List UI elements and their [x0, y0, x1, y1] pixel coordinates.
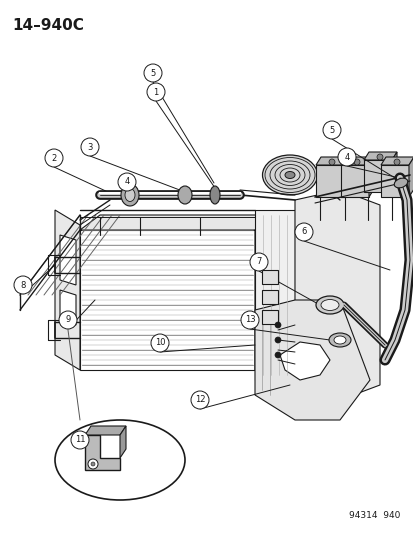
Ellipse shape [125, 189, 135, 201]
Ellipse shape [209, 186, 219, 204]
Polygon shape [80, 215, 274, 230]
Polygon shape [380, 157, 413, 165]
Ellipse shape [393, 178, 407, 188]
Circle shape [376, 154, 382, 160]
Text: 4: 4 [344, 152, 349, 161]
Circle shape [274, 352, 280, 358]
Polygon shape [60, 235, 76, 285]
Circle shape [71, 431, 89, 449]
Text: 3: 3 [87, 142, 93, 151]
Text: 5: 5 [329, 125, 334, 134]
Text: 6: 6 [301, 228, 306, 237]
Polygon shape [340, 157, 373, 165]
Circle shape [393, 159, 399, 165]
Text: 11: 11 [75, 435, 85, 445]
Polygon shape [80, 230, 254, 370]
Circle shape [144, 64, 161, 82]
Polygon shape [294, 190, 379, 400]
Circle shape [328, 159, 334, 165]
Ellipse shape [333, 336, 345, 344]
Circle shape [151, 334, 169, 352]
Text: 14–940C: 14–940C [12, 18, 84, 33]
Polygon shape [315, 165, 343, 197]
Text: 1: 1 [153, 87, 158, 96]
Text: 5: 5 [150, 69, 155, 77]
Ellipse shape [284, 172, 294, 179]
Circle shape [274, 322, 280, 328]
Polygon shape [254, 210, 294, 380]
Circle shape [147, 83, 165, 101]
Polygon shape [261, 270, 277, 284]
Polygon shape [363, 160, 391, 192]
Circle shape [91, 462, 95, 466]
Ellipse shape [320, 300, 338, 311]
Text: 10: 10 [154, 338, 165, 348]
Polygon shape [85, 435, 120, 470]
Ellipse shape [262, 155, 317, 195]
Polygon shape [380, 165, 408, 197]
Polygon shape [85, 426, 126, 435]
Circle shape [353, 159, 359, 165]
Polygon shape [261, 310, 277, 324]
Polygon shape [55, 210, 80, 370]
Circle shape [88, 459, 98, 469]
Text: 8: 8 [20, 280, 26, 289]
Circle shape [190, 391, 209, 409]
Circle shape [322, 121, 340, 139]
Text: 4: 4 [124, 177, 129, 187]
Text: 9: 9 [65, 316, 71, 325]
Ellipse shape [328, 333, 350, 347]
Ellipse shape [315, 296, 343, 314]
Circle shape [45, 149, 63, 167]
Circle shape [240, 311, 259, 329]
Circle shape [59, 311, 77, 329]
Circle shape [337, 148, 355, 166]
Text: 94314  940: 94314 940 [348, 511, 399, 520]
Text: 12: 12 [194, 395, 205, 405]
Polygon shape [343, 157, 348, 197]
Polygon shape [340, 165, 368, 197]
Polygon shape [254, 215, 274, 370]
Polygon shape [279, 342, 329, 380]
Polygon shape [363, 152, 396, 160]
Ellipse shape [55, 420, 185, 500]
Text: 13: 13 [244, 316, 255, 325]
Polygon shape [254, 300, 369, 420]
Ellipse shape [178, 186, 192, 204]
Text: 2: 2 [51, 154, 57, 163]
Circle shape [14, 276, 32, 294]
Polygon shape [391, 152, 396, 192]
Polygon shape [120, 426, 126, 458]
Polygon shape [261, 290, 277, 304]
Circle shape [274, 337, 280, 343]
Polygon shape [368, 157, 373, 197]
Circle shape [249, 253, 267, 271]
Polygon shape [408, 157, 413, 197]
Polygon shape [60, 290, 76, 325]
Circle shape [294, 223, 312, 241]
Ellipse shape [121, 184, 139, 206]
Circle shape [118, 173, 136, 191]
Polygon shape [315, 157, 348, 165]
Text: 7: 7 [256, 257, 261, 266]
Circle shape [81, 138, 99, 156]
